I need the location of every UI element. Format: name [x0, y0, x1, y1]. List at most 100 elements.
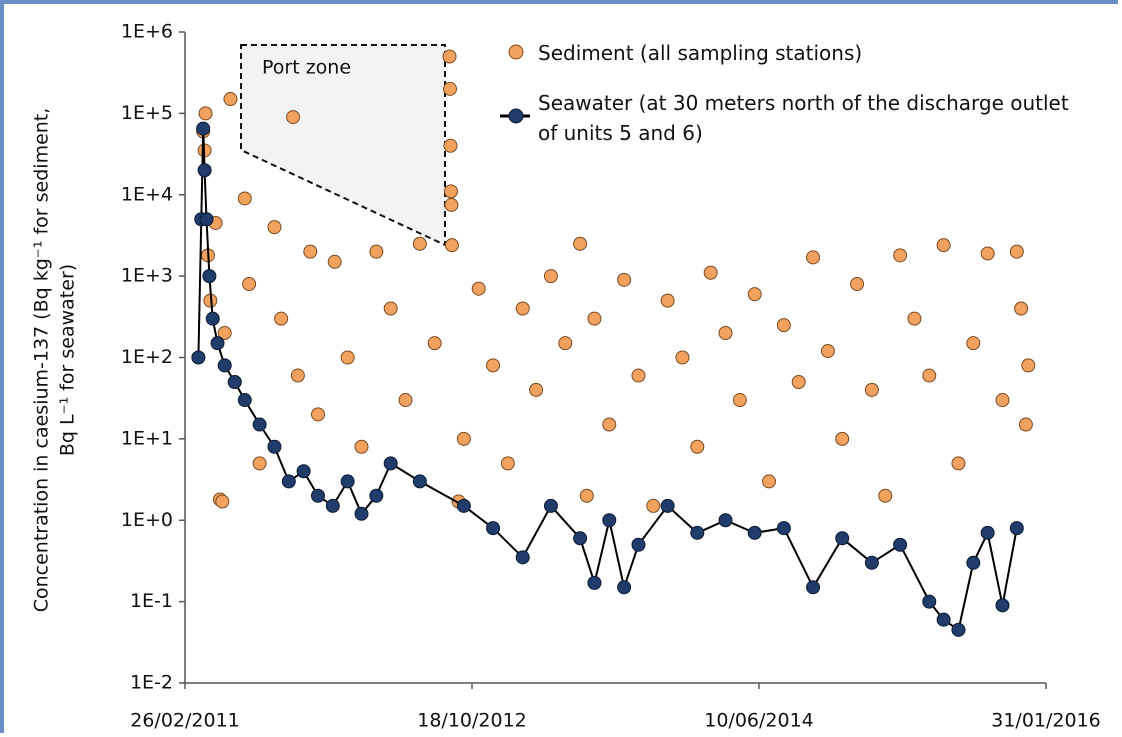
point — [835, 431, 850, 446]
point — [340, 350, 355, 365]
point — [398, 393, 413, 408]
point — [471, 281, 486, 296]
point — [515, 301, 530, 316]
y-tick-label: 1E+0 — [121, 509, 173, 531]
point — [369, 244, 384, 259]
point — [215, 494, 230, 509]
point — [412, 474, 427, 489]
point — [202, 269, 217, 284]
point — [602, 513, 617, 528]
point — [850, 277, 865, 292]
y-tick-label: 1E-1 — [130, 590, 173, 612]
point — [543, 269, 558, 284]
point — [878, 488, 893, 503]
point — [210, 336, 225, 351]
point — [217, 326, 232, 341]
point — [980, 525, 995, 540]
point — [617, 272, 632, 287]
point — [443, 138, 458, 153]
point — [951, 456, 966, 471]
point — [442, 81, 457, 96]
point — [579, 488, 594, 503]
point — [966, 336, 981, 351]
point — [690, 439, 705, 454]
point — [290, 368, 305, 383]
point — [631, 537, 646, 552]
x-tick-label: 10/06/2014 — [704, 710, 814, 732]
y-tick-label: 1E-2 — [130, 672, 173, 694]
point — [274, 311, 289, 326]
point — [806, 250, 821, 265]
point — [199, 212, 214, 227]
point — [198, 106, 213, 121]
y-axis-label: Bq L⁻¹ for seawater) — [57, 264, 79, 456]
point — [966, 555, 981, 570]
point — [631, 368, 646, 383]
point — [922, 368, 937, 383]
point — [427, 336, 442, 351]
point — [529, 382, 544, 397]
legend-marker — [508, 108, 524, 124]
point — [267, 439, 282, 454]
point — [995, 393, 1010, 408]
point — [864, 382, 879, 397]
point — [303, 244, 318, 259]
point — [443, 184, 458, 199]
x-tick-label: 26/02/2011 — [130, 710, 240, 732]
point — [237, 191, 252, 206]
point — [205, 311, 220, 326]
point — [587, 311, 602, 326]
point — [223, 92, 238, 107]
point — [820, 344, 835, 359]
point — [587, 575, 602, 590]
annotation: Port zone — [262, 57, 351, 79]
point — [383, 301, 398, 316]
point — [444, 238, 459, 253]
point — [456, 498, 471, 513]
point — [486, 521, 501, 536]
point — [835, 531, 850, 546]
point — [703, 265, 718, 280]
point — [383, 456, 398, 471]
point — [602, 417, 617, 432]
y-tick-label: 1E+3 — [121, 265, 173, 287]
point — [444, 197, 459, 212]
point — [281, 474, 296, 489]
point — [327, 254, 342, 269]
point — [573, 236, 588, 251]
point — [310, 407, 325, 422]
x-tick-label: 18/10/2012 — [417, 710, 527, 732]
point — [196, 121, 211, 136]
point — [369, 488, 384, 503]
point — [500, 456, 515, 471]
point — [776, 521, 791, 536]
point — [442, 49, 457, 64]
point — [922, 594, 937, 609]
point — [617, 580, 632, 595]
legend-marker — [508, 44, 524, 60]
legend-entry: Sediment (all sampling stations) — [538, 41, 863, 65]
point — [486, 358, 501, 373]
point — [936, 612, 951, 627]
y-tick-label: 1E+4 — [121, 183, 173, 205]
point — [718, 326, 733, 341]
point — [660, 498, 675, 513]
point — [907, 311, 922, 326]
legend-entry: Seawater (at 30 meters north of the disc… — [538, 91, 1069, 145]
point — [1009, 244, 1024, 259]
point — [1009, 521, 1024, 536]
y-tick-label: 1E+2 — [121, 346, 173, 368]
point — [558, 336, 573, 351]
point — [747, 287, 762, 302]
point — [893, 248, 908, 263]
point — [340, 474, 355, 489]
y-tick-label: 1E+1 — [121, 427, 173, 449]
y-tick-label: 1E+5 — [121, 102, 173, 124]
point — [267, 220, 282, 235]
point — [791, 374, 806, 389]
point — [1021, 358, 1036, 373]
point — [951, 622, 966, 637]
point — [675, 350, 690, 365]
point — [864, 555, 879, 570]
